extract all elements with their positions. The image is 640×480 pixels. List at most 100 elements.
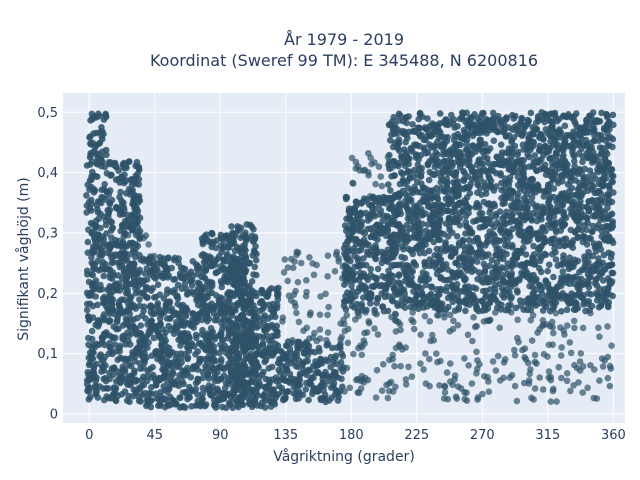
data-point — [585, 198, 593, 205]
data-point — [597, 163, 604, 170]
data-point — [294, 343, 302, 350]
data-point — [227, 354, 234, 362]
data-point — [367, 265, 375, 273]
data-point — [155, 309, 162, 316]
data-point — [411, 213, 419, 221]
data-point — [294, 278, 302, 286]
data-point — [237, 278, 244, 285]
data-point — [544, 130, 551, 137]
data-point — [161, 372, 168, 380]
data-point — [568, 173, 576, 181]
data-point — [102, 217, 110, 224]
data-point — [297, 259, 305, 267]
data-point — [100, 236, 108, 243]
data-point — [165, 385, 173, 393]
data-point — [435, 228, 443, 236]
data-point — [608, 269, 616, 277]
data-point — [251, 233, 259, 241]
data-point — [489, 273, 496, 281]
data-point — [128, 181, 136, 188]
data-point — [225, 380, 233, 388]
data-point — [146, 365, 154, 373]
data-point — [343, 364, 351, 372]
data-point — [497, 118, 504, 126]
data-point — [462, 218, 470, 226]
data-point — [397, 169, 405, 176]
data-point — [210, 357, 217, 365]
data-point — [104, 206, 111, 214]
data-point — [143, 294, 151, 301]
data-point — [422, 273, 430, 280]
data-point — [462, 307, 469, 315]
data-point — [137, 322, 145, 329]
data-point — [400, 177, 407, 185]
data-point — [87, 196, 95, 204]
data-point — [523, 269, 531, 277]
data-point — [408, 281, 415, 289]
data-point — [368, 283, 376, 290]
data-point — [235, 299, 242, 307]
data-point — [567, 132, 575, 140]
data-point — [125, 158, 133, 165]
data-point — [273, 285, 280, 293]
data-point — [92, 383, 100, 391]
data-point — [313, 261, 320, 269]
data-point — [341, 327, 349, 335]
data-point — [208, 238, 216, 246]
data-point — [536, 251, 543, 259]
data-point — [332, 386, 340, 394]
data-point — [549, 159, 556, 167]
data-point — [477, 160, 485, 167]
data-point — [295, 318, 303, 326]
data-point — [172, 323, 179, 330]
data-point — [371, 234, 379, 242]
data-point — [601, 209, 609, 216]
data-point — [102, 111, 109, 119]
data-point — [451, 207, 458, 215]
data-point — [493, 169, 500, 177]
data-point — [594, 261, 602, 268]
data-point — [440, 187, 448, 195]
data-point — [361, 329, 368, 337]
data-point — [152, 293, 160, 301]
data-point — [199, 240, 207, 248]
data-point — [204, 385, 211, 393]
data-point — [342, 227, 350, 235]
data-point — [431, 156, 438, 163]
data-point — [500, 222, 507, 230]
data-point — [605, 199, 613, 207]
data-point — [589, 212, 597, 220]
data-point — [471, 111, 478, 118]
data-point — [209, 230, 216, 238]
data-point — [549, 122, 556, 130]
data-point — [343, 278, 351, 285]
data-point — [86, 316, 93, 323]
data-point — [116, 259, 124, 267]
data-point — [91, 374, 98, 382]
data-point — [433, 270, 441, 278]
data-point — [349, 247, 357, 255]
data-point — [116, 348, 123, 355]
data-point — [332, 371, 339, 379]
data-point — [472, 250, 480, 257]
data-point — [154, 300, 162, 307]
data-point — [499, 200, 507, 208]
data-point — [408, 187, 415, 194]
data-point — [491, 281, 499, 289]
data-point — [317, 355, 324, 363]
data-point — [414, 152, 421, 159]
data-point — [529, 129, 536, 137]
data-point — [197, 401, 204, 408]
data-point — [135, 269, 143, 277]
data-point — [337, 359, 345, 366]
data-point — [249, 287, 256, 295]
data-point — [234, 350, 241, 357]
data-point — [121, 206, 128, 214]
data-point — [232, 355, 239, 363]
data-point — [527, 143, 535, 151]
data-point — [455, 190, 462, 198]
data-point — [98, 132, 105, 140]
data-point — [425, 247, 433, 255]
data-point — [228, 312, 236, 319]
data-point — [136, 296, 143, 303]
